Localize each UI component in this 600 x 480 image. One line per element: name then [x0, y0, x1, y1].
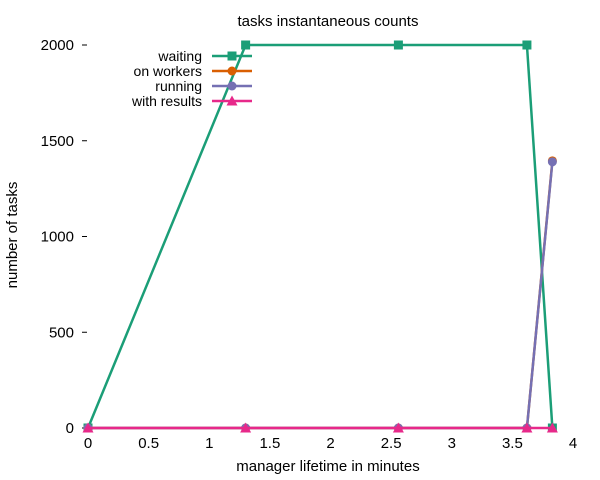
legend-marker: [227, 66, 237, 76]
legend-entry: with results: [131, 93, 252, 109]
y-axis: 0 500 1000 1500 2000: [41, 37, 87, 437]
data-point: [522, 40, 532, 50]
legend-entry: waiting: [157, 48, 252, 64]
series-line: [88, 161, 554, 430]
x-tick-label: 0: [84, 435, 92, 452]
x-tick-label: 3.5: [502, 435, 523, 452]
plot-area: [82, 40, 558, 433]
data-point: [241, 40, 251, 50]
data-point: [521, 422, 533, 433]
chart-title: tasks instantaneous counts: [238, 13, 419, 30]
x-tick-label: 1.5: [259, 435, 280, 452]
x-tick-label: 0.5: [138, 435, 159, 452]
legend-marker: [226, 95, 238, 106]
y-axis-label: number of tasks: [4, 182, 21, 289]
x-tick-label: 4: [569, 435, 577, 452]
x-tick-label: 3: [448, 435, 456, 452]
legend-marker: [227, 51, 237, 61]
legend-label: waiting: [157, 48, 202, 64]
y-tick-label: 1500: [41, 133, 74, 150]
legend-entry: running: [155, 78, 252, 94]
y-tick-label: 1000: [41, 229, 74, 246]
data-point: [82, 422, 94, 433]
y-tick-label: 2000: [41, 37, 74, 54]
legend-label: running: [155, 78, 202, 94]
data-point: [546, 422, 558, 433]
legend-label: on workers: [134, 63, 202, 79]
y-tick-label: 0: [66, 420, 74, 437]
series-running: [83, 157, 557, 433]
legend-entry: on workers: [134, 63, 252, 79]
x-axis-label: manager lifetime in minutes: [236, 458, 419, 475]
data-point: [547, 157, 557, 167]
data-point: [240, 422, 252, 433]
legend-label: with results: [131, 93, 202, 109]
series-line: [88, 160, 554, 430]
x-tick-label: 2.5: [381, 435, 402, 452]
data-point: [393, 40, 403, 50]
series-with-results: [82, 422, 558, 433]
x-tick-label: 1: [205, 435, 213, 452]
series-on-workers: [83, 156, 557, 433]
y-tick-label: 500: [49, 324, 74, 341]
data-point: [392, 422, 404, 433]
x-axis: 0 0.5 1 1.5 2 2.5 3 3.5 4: [84, 435, 577, 452]
x-tick-label: 2: [326, 435, 334, 452]
legend-marker: [227, 81, 237, 91]
